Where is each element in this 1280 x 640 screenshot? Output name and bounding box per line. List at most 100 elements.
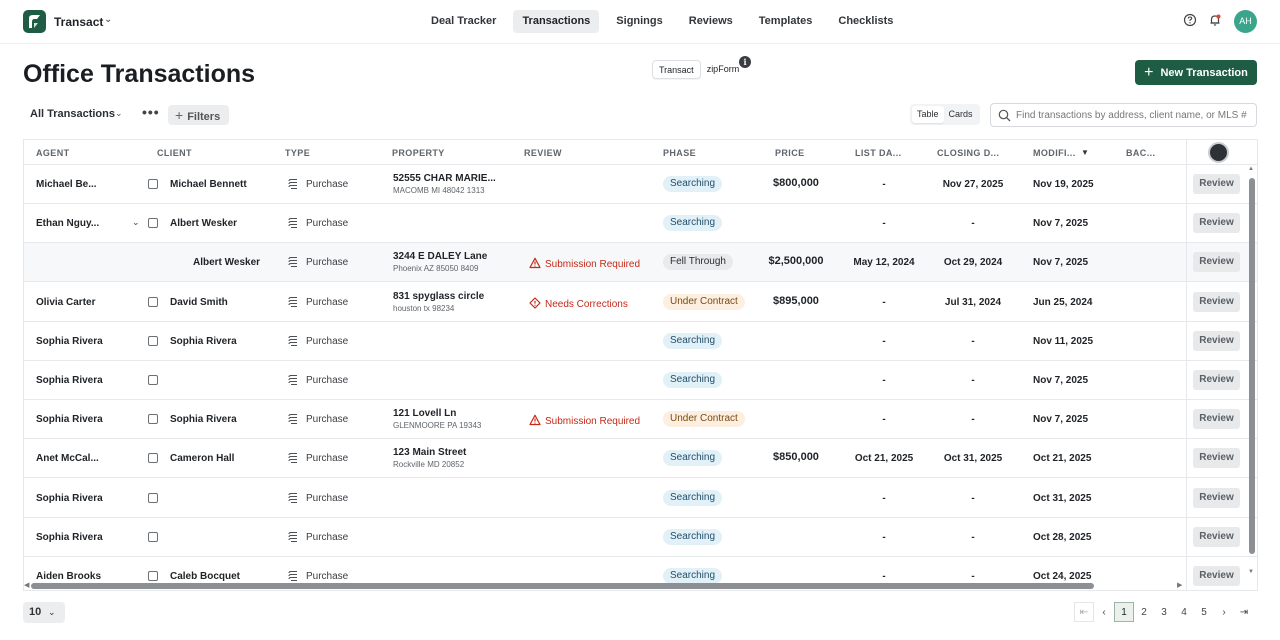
column-header[interactable]: PHASE (663, 148, 697, 158)
vertical-scrollbar[interactable] (1249, 178, 1255, 554)
column-header[interactable]: CLOSING D... (937, 148, 1000, 158)
row-checkbox[interactable] (148, 296, 158, 307)
column-header[interactable]: CLIENT (157, 148, 192, 158)
scroll-right-icon[interactable]: ▶ (1177, 582, 1183, 589)
nav-checklists[interactable]: Checklists (838, 15, 894, 27)
review-button[interactable]: Review (1193, 174, 1240, 194)
brand-name[interactable]: Transact (54, 15, 104, 29)
purchase-type-icon (287, 373, 299, 391)
row-checkbox[interactable] (148, 218, 158, 229)
row-checkbox[interactable] (148, 335, 158, 346)
nav-templates[interactable]: Templates (758, 15, 813, 27)
column-settings-icon[interactable] (1208, 142, 1229, 163)
table-row[interactable]: Sophia Rivera Sophia Rivera Purchase Search… (24, 322, 1257, 361)
row-checkbox[interactable] (148, 179, 158, 189)
nav-deal-tracker[interactable]: Deal Tracker (431, 15, 497, 27)
table-row[interactable]: Anet McCal... Cameron Hall Purchase 123 Mai… (24, 439, 1257, 479)
horizontal-scrollbar[interactable] (31, 583, 1094, 589)
column-header[interactable]: PROPERTY (392, 148, 445, 158)
nav-reviews[interactable]: Reviews (688, 15, 733, 27)
page-size-select[interactable]: 10 ⌄ (23, 602, 65, 623)
expand-chevron-icon[interactable]: ⌄ (132, 217, 140, 228)
review-button[interactable]: Review (1193, 448, 1240, 469)
phase-badge: Searching (663, 176, 723, 192)
property-address[interactable]: 121 Lovell Ln (393, 408, 457, 420)
review-button[interactable]: Review (1193, 370, 1240, 390)
phase-badge: Under Contract (663, 411, 745, 428)
notification-bell-icon[interactable] (1208, 13, 1222, 27)
page-number[interactable]: 4 (1181, 607, 1187, 618)
modified-date: Nov 19, 2025 (1033, 179, 1094, 190)
review-button[interactable]: Review (1193, 330, 1240, 351)
column-header[interactable]: TYPE (285, 148, 311, 158)
property-address[interactable]: 3244 E DALEY Lane (393, 251, 488, 263)
phase-badge: Searching (663, 372, 723, 388)
agent-name: Sophia Rivera (36, 375, 103, 386)
page-number[interactable]: 1 (1114, 602, 1134, 622)
chevron-down-icon[interactable]: ⌄ (104, 14, 113, 25)
more-options-icon[interactable]: ••• (142, 104, 160, 120)
info-icon[interactable]: i (739, 56, 751, 68)
table-row[interactable]: Albert Wesker Purchase 3244 E DALEY Lane Ph… (24, 243, 1257, 283)
page-number[interactable]: 5 (1201, 607, 1207, 618)
review-button[interactable]: Review (1193, 213, 1240, 234)
column-header[interactable]: MODIFI... (1033, 148, 1076, 158)
column-header[interactable]: LIST DA... (855, 148, 902, 158)
filters-button[interactable]: + Filters (168, 105, 229, 125)
table-row[interactable]: Sophia Rivera Purchase Searching - - Nov 7, 2… (24, 361, 1257, 400)
row-checkbox[interactable] (148, 531, 158, 542)
review-button[interactable]: Review (1193, 409, 1240, 430)
scroll-up-icon[interactable]: ▲ (1248, 166, 1254, 172)
column-header[interactable]: PRICE (775, 148, 805, 158)
review-button[interactable]: Review (1193, 566, 1240, 586)
table-row[interactable]: Olivia Carter David Smith Purchase 831 spyg… (24, 283, 1257, 322)
review-status: Needs Corrections (529, 296, 628, 312)
table-row[interactable]: Sophia Rivera Sophia Rivera Purchase 121 Lo… (24, 400, 1257, 440)
user-avatar[interactable]: AH (1234, 10, 1257, 33)
table-row[interactable]: Sophia Rivera Purchase Searching - - Oct 31, … (24, 479, 1257, 518)
nav-signings[interactable]: Signings (616, 15, 663, 27)
property-address[interactable]: 831 spyglass circle (393, 290, 485, 302)
view-mode-table[interactable]: Table (912, 106, 944, 123)
review-button[interactable]: Review (1193, 526, 1240, 547)
prev-page-icon[interactable]: ‹ (1102, 607, 1106, 618)
search-input[interactable] (1016, 105, 1252, 125)
next-page-icon[interactable]: › (1222, 607, 1226, 618)
transact-logo-icon[interactable] (23, 10, 46, 33)
help-icon[interactable] (1183, 13, 1197, 27)
scroll-left-icon[interactable]: ◀ (24, 582, 30, 589)
property-address[interactable]: 52555 CHAR MARIE... (393, 173, 496, 184)
page-number[interactable]: 2 (1141, 607, 1147, 618)
first-page-icon[interactable]: ⇤ (1074, 602, 1094, 622)
scroll-down-icon[interactable]: ▼ (1248, 569, 1254, 575)
purchase-type-icon (287, 334, 299, 352)
column-header[interactable]: REVIEW (524, 148, 562, 158)
purchase-type-icon (287, 216, 299, 234)
table-row[interactable]: Sophia Rivera Purchase Searching - - Oct 28, … (24, 518, 1257, 557)
table-row[interactable]: Aiden Brooks Caleb Bocquet Purchase Searchi… (24, 557, 1257, 590)
row-checkbox[interactable] (148, 453, 158, 464)
row-checkbox[interactable] (148, 492, 158, 503)
column-header[interactable]: AGENT (36, 148, 70, 158)
row-checkbox[interactable] (148, 571, 158, 581)
view-mode-cards[interactable]: Cards (948, 109, 973, 119)
nav-transactions[interactable]: Transactions (513, 10, 600, 33)
review-button[interactable]: Review (1193, 487, 1240, 508)
phase-badge: Searching (663, 568, 723, 584)
row-checkbox[interactable] (148, 375, 158, 385)
chevron-down-icon[interactable]: ⌄ (115, 108, 123, 118)
review-button[interactable]: Review (1193, 291, 1240, 312)
column-header[interactable]: BAC... (1126, 148, 1156, 158)
row-checkbox[interactable] (148, 414, 158, 425)
source-option-zipform[interactable]: zipForm (706, 64, 740, 74)
property-address[interactable]: 123 Main Street (393, 447, 467, 459)
table-row[interactable]: Ethan Nguy... ⌄ Albert Wesker Purchase Searc… (24, 204, 1257, 244)
table-row[interactable]: Michael Be... Michael Bennett Purchase 5255… (24, 165, 1257, 204)
source-option-transact[interactable]: Transact (652, 60, 701, 79)
new-transaction-button[interactable]: + New Transaction (1135, 60, 1257, 85)
last-page-icon[interactable]: ⇥ (1239, 607, 1249, 618)
page-number[interactable]: 3 (1161, 607, 1167, 618)
review-button[interactable]: Review (1193, 252, 1240, 273)
sort-desc-icon[interactable]: ▼ (1081, 148, 1089, 157)
view-select[interactable]: All Transactions (30, 108, 115, 120)
